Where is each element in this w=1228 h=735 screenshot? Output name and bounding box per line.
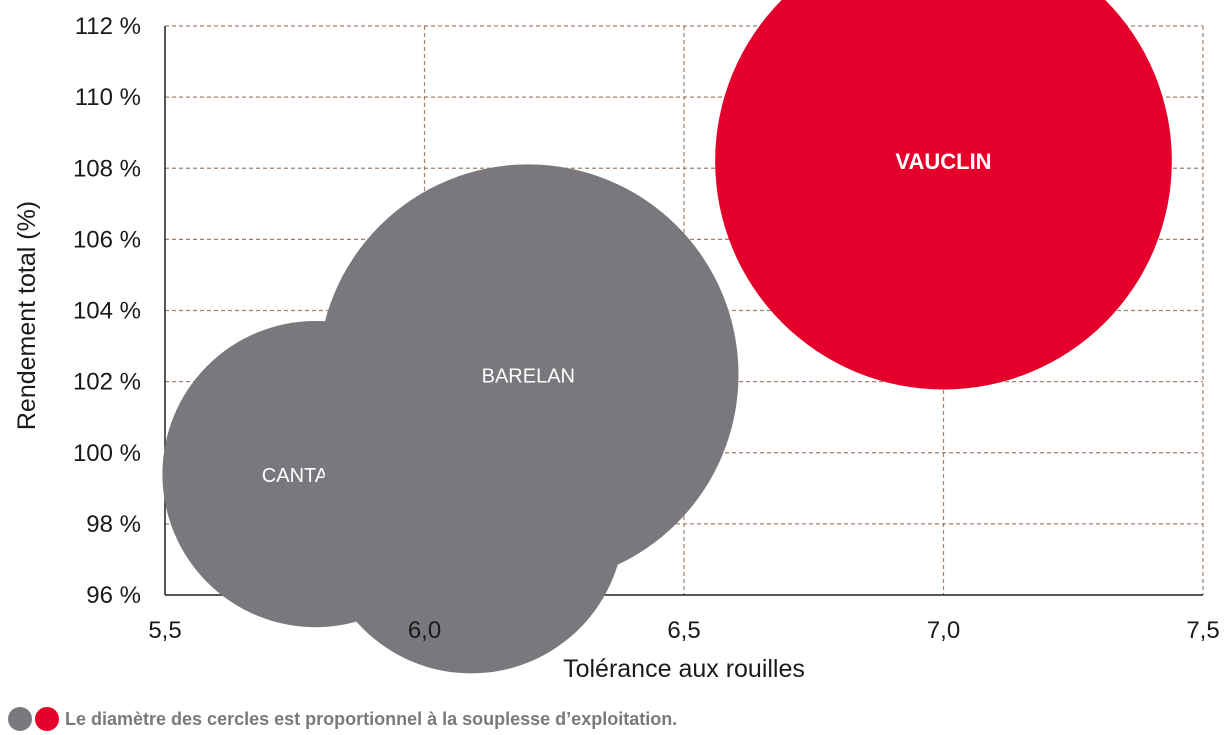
- x-axis-label: Tolérance aux rouilles: [563, 655, 805, 683]
- y-tick-label: 96 %: [86, 582, 141, 609]
- legend-note: Le diamètre des cercles est proportionne…: [8, 706, 677, 732]
- x-tick-label: 7,5: [1186, 617, 1219, 644]
- y-tick-label: 106 %: [73, 226, 141, 253]
- x-tick-label: 6,0: [408, 617, 441, 644]
- bubbles: CANTALOULACTALBARELANVAUCLIN: [162, 0, 1172, 674]
- x-tick-label: 7,0: [927, 617, 960, 644]
- y-tick-label: 104 %: [73, 298, 141, 325]
- legend-text: Le diamètre des cercles est proportionne…: [65, 708, 678, 729]
- tick-labels: 96 % 98 % 100 % 102 % 104 % 106 % 108 % 110 % 11…: [73, 13, 1220, 644]
- y-tick-label: 112 %: [75, 13, 141, 40]
- y-tick-label: 102 %: [73, 369, 141, 396]
- bubble-label: BARELAN: [482, 366, 575, 388]
- gray-circle-icon: [8, 707, 32, 731]
- y-tick-label: 108 %: [73, 155, 141, 182]
- y-axis-label: Rendement total (%): [13, 201, 41, 430]
- x-tick-label: 5,5: [148, 617, 181, 644]
- bubble-barelan: [318, 164, 739, 585]
- y-tick-label: 100 %: [73, 440, 141, 467]
- x-tick-label: 6,5: [667, 617, 700, 644]
- red-circle-icon: [35, 707, 59, 731]
- bubble-vauclin: [715, 0, 1172, 390]
- bubble-label: VAUCLIN: [895, 149, 991, 174]
- y-tick-label: 110 %: [75, 84, 141, 111]
- y-tick-label: 98 %: [86, 511, 141, 538]
